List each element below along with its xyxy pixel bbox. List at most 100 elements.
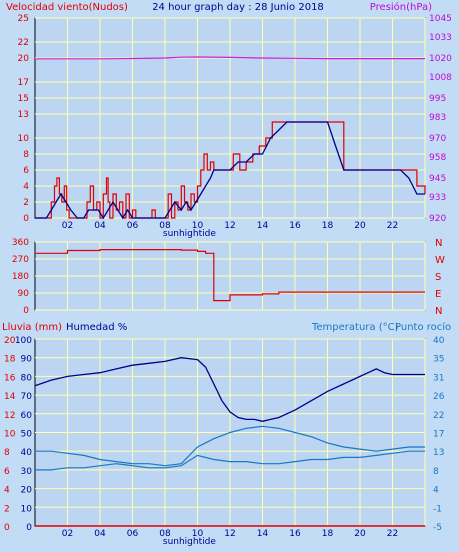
rain-tick-label: 8 — [4, 448, 10, 458]
wind-tick-label: 22 — [18, 38, 29, 48]
wind-tick-label: 13 — [18, 110, 29, 120]
direction-tick-label: 270 — [12, 255, 29, 265]
direction-tick-label: 180 — [12, 272, 29, 282]
wind-tick-label: 8 — [23, 150, 29, 160]
rain-tick-label: 10 — [4, 430, 16, 440]
graph-title: 24 hour graph day : 28 Junio 2018 — [152, 2, 324, 13]
x-tick-label: 22 — [387, 221, 398, 231]
x-tick-label: 06 — [127, 221, 139, 231]
temperature-label: Temperatura (°C) — [311, 322, 399, 333]
x-tick-label: 14 — [257, 221, 269, 231]
wind-speed-label: Velocidad viento(Nudos) — [6, 2, 128, 13]
humidity-label: Humedad % — [66, 322, 127, 333]
wind-direction-line — [35, 249, 425, 302]
wind-tick-label: 10 — [18, 134, 30, 144]
pressure-label: Presión(hPa) — [370, 1, 432, 13]
pressure-tick-label: 1020 — [429, 54, 452, 64]
pressure-tick-label: 958 — [429, 153, 446, 163]
x-tick-label: 18 — [322, 221, 334, 231]
wind-tick-label: 0 — [23, 214, 29, 224]
temperature-tick-label: 17 — [433, 430, 444, 440]
pressure-tick-label: 1008 — [429, 73, 452, 83]
x-tick-label: 12 — [224, 529, 235, 539]
temperature-tick-label: 13 — [433, 448, 444, 458]
wind-tick-label: 17 — [18, 78, 29, 88]
dew-point-line — [35, 450, 425, 471]
wind-tick-label: 6 — [23, 166, 29, 176]
wind-gust-line — [35, 121, 426, 219]
x-axis-caption: sunhightide — [163, 537, 216, 547]
rain-tick-label: 12 — [4, 411, 15, 421]
x-tick-label: 12 — [224, 221, 235, 231]
rain-tick-label: 0 — [4, 523, 10, 533]
rain-tick-label: 18 — [4, 355, 16, 365]
x-axis-caption: sunhightide — [163, 229, 216, 239]
humidity-tick-label: 30 — [21, 467, 33, 477]
x-tick-label: 10 — [192, 529, 204, 539]
pressure-tick-label: 983 — [429, 113, 446, 123]
rain-tick-label: 6 — [4, 467, 10, 477]
wind-tick-label: 25 — [18, 14, 29, 24]
pressure-line — [35, 56, 425, 60]
pressure-tick-label: 970 — [429, 134, 446, 144]
wind-pressure-panel: 02 04 06 08 10 12 14 16 18 20 22sunhightide0246810… — [18, 14, 453, 239]
wind-tick-label: 15 — [18, 94, 29, 104]
wind-average-line — [35, 121, 425, 220]
rain-label: Lluvia (mm) — [2, 322, 62, 333]
pressure-tick-label: 995 — [429, 94, 446, 104]
x-tick-label: 06 — [127, 529, 139, 539]
x-tick-label: 04 — [94, 529, 106, 539]
x-tick-label: 04 — [94, 221, 106, 231]
compass-label: N — [435, 306, 442, 317]
rain-tick-label: 14 — [4, 392, 16, 402]
x-tick-label: 18 — [322, 529, 334, 539]
temperature-tick-label: -5 — [433, 523, 442, 533]
x-tick-label: 10 — [192, 221, 204, 231]
temperature-tick-label: 22 — [433, 411, 444, 421]
humidity-tick-label: 10 — [21, 504, 33, 514]
x-tick-label: 20 — [354, 529, 366, 539]
compass-label: W — [435, 255, 445, 266]
x-tick-label: 14 — [257, 529, 269, 539]
humidity-tick-label: 60 — [21, 411, 33, 421]
x-tick-label: 20 — [354, 221, 366, 231]
wind-tick-label: 2 — [23, 198, 29, 208]
x-tick-label: 08 — [159, 221, 171, 231]
x-tick-label: 02 — [62, 529, 73, 539]
temperature-tick-label: -1 — [433, 504, 442, 514]
humidity-tick-label: 100 — [15, 336, 32, 346]
x-tick-label: 08 — [159, 529, 171, 539]
x-tick-label: 22 — [387, 529, 398, 539]
humidity-tick-label: 70 — [21, 392, 33, 402]
humidity-line — [34, 357, 425, 422]
wind-tick-label: 20 — [18, 54, 30, 64]
humidity-tick-label: 50 — [21, 430, 33, 440]
dew-point-label: Punto rocío — [395, 321, 451, 333]
humidity-tick-label: 0 — [26, 523, 32, 533]
humidity-tick-label: 80 — [21, 373, 33, 383]
temperature-tick-label: 26 — [433, 392, 445, 402]
x-tick-label: 16 — [289, 529, 301, 539]
direction-tick-label: 90 — [18, 289, 30, 299]
temperature-tick-label: 40 — [433, 336, 445, 346]
direction-tick-label: 0 — [23, 306, 29, 316]
rain-tick-label: 16 — [4, 373, 16, 383]
pressure-tick-label: 1033 — [429, 33, 452, 43]
rain-tick-label: 4 — [4, 486, 10, 496]
rain-tick-label: 2 — [4, 504, 10, 514]
pressure-tick-label: 945 — [429, 174, 446, 184]
pressure-tick-label: 1045 — [429, 14, 452, 24]
temperature-line — [35, 425, 425, 467]
x-tick-label: 16 — [289, 221, 301, 231]
wind-tick-label: 4 — [23, 182, 29, 192]
temperature-tick-label: 8 — [433, 467, 439, 477]
rain-tick-label: 20 — [4, 336, 16, 346]
compass-label: N — [435, 238, 442, 249]
humidity-tick-label: 20 — [21, 486, 33, 496]
pressure-tick-label: 920 — [429, 214, 446, 224]
humidity-tick-label: 90 — [21, 355, 33, 365]
compass-label: S — [435, 272, 441, 283]
direction-tick-label: 360 — [12, 238, 29, 248]
